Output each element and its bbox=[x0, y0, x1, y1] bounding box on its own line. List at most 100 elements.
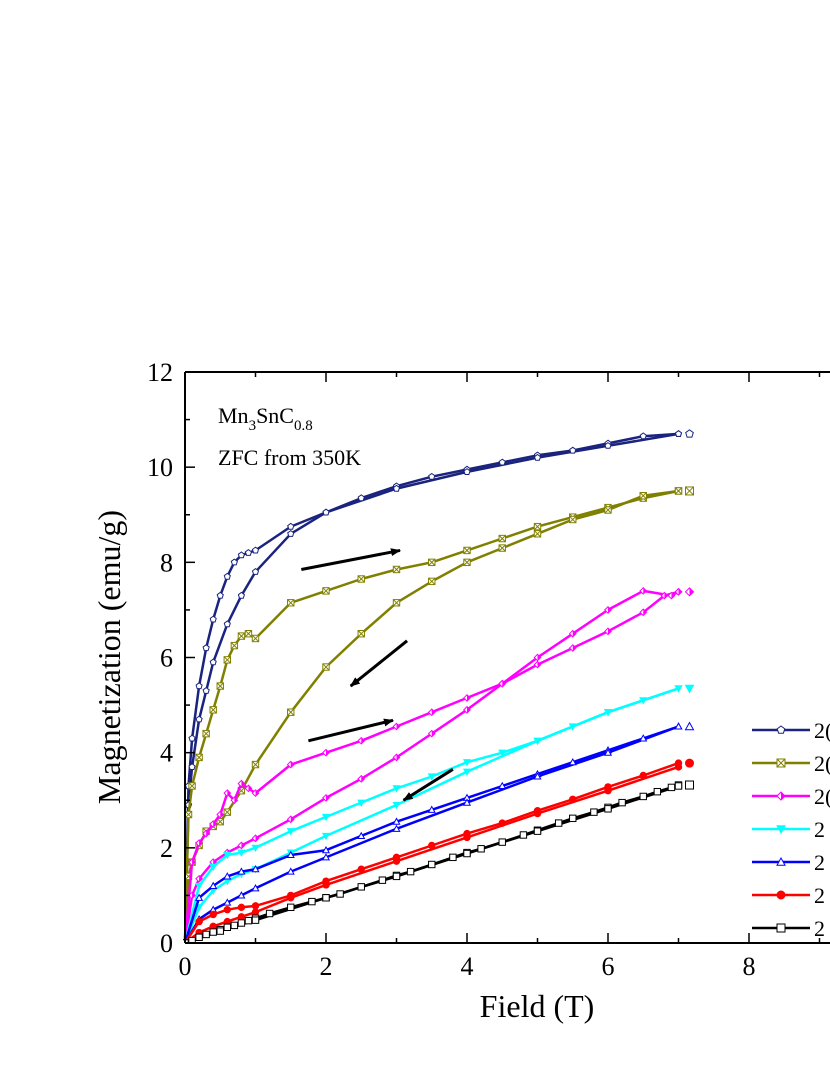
marker-fill bbox=[572, 644, 576, 652]
marker-cross bbox=[498, 544, 506, 552]
data-point bbox=[776, 923, 786, 933]
data-point bbox=[184, 810, 193, 819]
marker-cross bbox=[287, 708, 295, 716]
data-point bbox=[568, 629, 577, 638]
data-point bbox=[462, 768, 472, 776]
data-point bbox=[209, 881, 218, 889]
data-point bbox=[392, 817, 401, 825]
marker-fill bbox=[608, 628, 612, 635]
data-point bbox=[202, 729, 210, 738]
data-point bbox=[188, 891, 196, 900]
marker-fill bbox=[664, 592, 668, 599]
legend-label: 2 bbox=[814, 850, 825, 875]
data-point bbox=[357, 883, 365, 891]
data-point bbox=[533, 737, 542, 746]
legend-item: 2( bbox=[752, 784, 830, 809]
data-point bbox=[428, 558, 436, 567]
marker-fill bbox=[255, 835, 259, 842]
data-point bbox=[322, 881, 330, 889]
y-tick-label: 0 bbox=[160, 929, 173, 958]
data-point bbox=[776, 856, 786, 866]
data-point bbox=[392, 872, 401, 881]
marker-cross bbox=[428, 558, 436, 566]
data-point bbox=[533, 530, 542, 538]
data-point bbox=[188, 782, 196, 790]
data-point bbox=[287, 522, 295, 530]
marker-cross bbox=[776, 758, 786, 768]
data-point bbox=[223, 905, 232, 914]
data-point bbox=[322, 587, 330, 595]
series-line-down bbox=[183, 589, 680, 944]
data-point bbox=[209, 820, 218, 828]
data-point bbox=[251, 634, 260, 643]
data-point bbox=[392, 824, 401, 832]
data-point bbox=[498, 819, 506, 827]
x-tick-label: 4 bbox=[461, 952, 474, 981]
data-point bbox=[776, 725, 786, 734]
marker-fill bbox=[431, 709, 435, 716]
data-point bbox=[660, 591, 669, 600]
data-point bbox=[428, 860, 436, 869]
data-point bbox=[237, 551, 245, 559]
data-point bbox=[237, 867, 246, 875]
data-point bbox=[604, 606, 612, 614]
data-point bbox=[533, 827, 542, 835]
marker-fill bbox=[537, 654, 541, 661]
data-point bbox=[392, 785, 401, 793]
data-point bbox=[237, 903, 246, 912]
data-point bbox=[533, 772, 542, 780]
data-point bbox=[357, 575, 365, 583]
data-point bbox=[463, 833, 471, 842]
marker-cross bbox=[569, 515, 577, 524]
data-point bbox=[568, 723, 577, 731]
protocol-annotation: ZFC from 350K bbox=[218, 445, 361, 470]
data-point bbox=[463, 705, 471, 714]
data-point bbox=[463, 849, 471, 858]
y-tick-label: 4 bbox=[160, 739, 173, 768]
data-point bbox=[209, 706, 217, 714]
y-tick-label: 10 bbox=[147, 453, 173, 482]
legend-label: 2 bbox=[814, 883, 825, 908]
marker-fill bbox=[572, 630, 576, 637]
legend-item: 2 bbox=[752, 883, 825, 908]
legend-item: 2 bbox=[752, 817, 825, 842]
data-point bbox=[463, 546, 471, 555]
data-point bbox=[604, 787, 612, 795]
marker-fill bbox=[206, 830, 210, 837]
marker-fill bbox=[467, 694, 471, 702]
data-point bbox=[188, 734, 196, 742]
data-point bbox=[462, 798, 472, 806]
data-point bbox=[251, 789, 260, 798]
data-point bbox=[603, 709, 613, 717]
y-axis-title: Magnetization (emu/g) bbox=[91, 510, 127, 804]
data-point bbox=[776, 890, 786, 900]
marker-cross bbox=[223, 656, 231, 664]
marker-fill bbox=[431, 730, 435, 737]
data-point bbox=[674, 587, 683, 596]
y-tick-label: 6 bbox=[160, 644, 173, 673]
data-point bbox=[685, 758, 694, 768]
data-point bbox=[569, 814, 577, 823]
legend-label: 2( bbox=[814, 751, 830, 776]
marker-cross bbox=[244, 630, 253, 638]
data-point bbox=[463, 558, 471, 567]
data-point bbox=[639, 734, 648, 742]
data-point bbox=[244, 784, 253, 793]
legend-item: 2( bbox=[752, 751, 830, 776]
data-point bbox=[216, 810, 225, 819]
series-1 bbox=[183, 430, 683, 944]
data-point bbox=[195, 682, 203, 690]
data-point bbox=[569, 446, 577, 454]
data-point bbox=[223, 789, 232, 798]
direction-arrow bbox=[349, 639, 409, 688]
data-point bbox=[216, 817, 224, 826]
data-point bbox=[427, 708, 436, 717]
data-point bbox=[463, 468, 471, 475]
data-point bbox=[604, 805, 612, 813]
data-point bbox=[684, 721, 695, 731]
marker-cross bbox=[685, 486, 694, 496]
series-7 bbox=[183, 781, 683, 944]
data-point bbox=[251, 760, 260, 769]
data-point bbox=[392, 801, 401, 810]
data-point bbox=[251, 865, 260, 873]
